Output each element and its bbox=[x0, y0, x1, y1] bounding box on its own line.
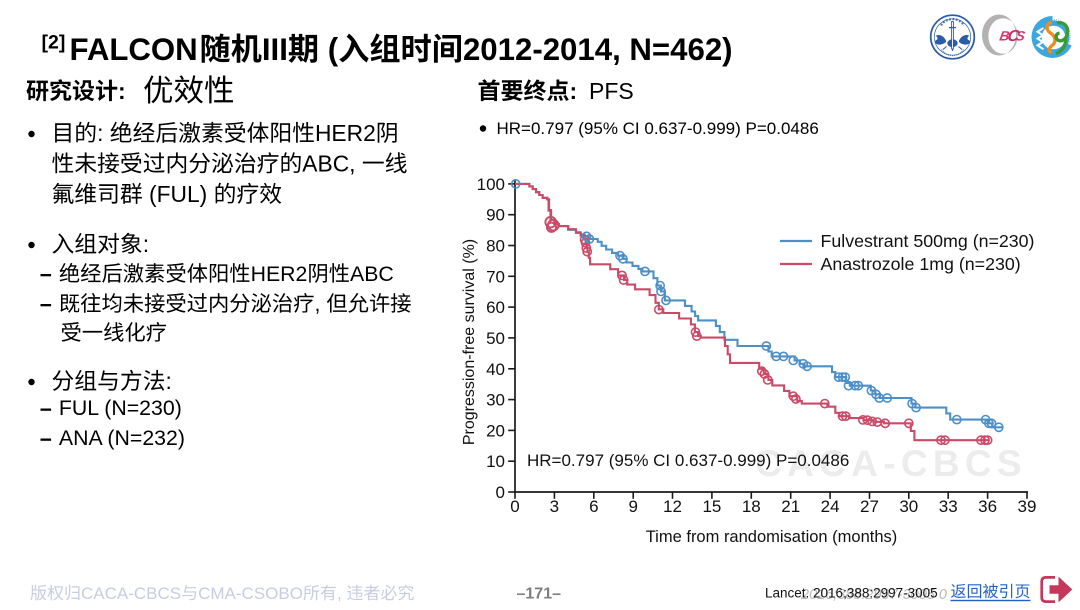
svg-text:,: , bbox=[337, 584, 346, 603]
svg-text:Time from randomisation (month: Time from randomisation (months) bbox=[646, 528, 898, 546]
svg-text:6: 6 bbox=[589, 497, 598, 516]
svg-text:FUL (N=230): FUL (N=230) bbox=[59, 396, 182, 420]
svg-text:2016;388:2997-3005 0: 2016;388:2997-3005 0 bbox=[800, 587, 947, 603]
svg-text:9: 9 bbox=[628, 497, 637, 516]
svg-text:CACA-CBCS: CACA-CBCS bbox=[755, 443, 1027, 484]
svg-text:(FUL): (FUL) bbox=[143, 181, 214, 207]
svg-text:ABC,: ABC, bbox=[302, 151, 362, 177]
svg-text:36: 36 bbox=[978, 497, 997, 516]
svg-text:10: 10 bbox=[486, 452, 505, 471]
svg-text:HER2: HER2 bbox=[251, 262, 308, 286]
svg-text:80: 80 bbox=[486, 237, 505, 256]
svg-text:24: 24 bbox=[821, 497, 840, 516]
svg-text:,: , bbox=[315, 292, 327, 316]
svg-text:33: 33 bbox=[939, 497, 958, 516]
svg-text:27: 27 bbox=[860, 497, 879, 516]
svg-text:60: 60 bbox=[486, 298, 505, 317]
svg-text:CMA-CSOBO: CMA-CSOBO bbox=[198, 584, 303, 603]
svg-text:30: 30 bbox=[486, 391, 505, 410]
svg-text:Progression-free survival (%): Progression-free survival (%) bbox=[461, 239, 478, 445]
svg-text:15: 15 bbox=[702, 497, 721, 516]
svg-text:HR=0.797 (95% CI 0.637-0.999): HR=0.797 (95% CI 0.637-0.999) P=0.0486 bbox=[497, 119, 819, 138]
svg-text:0: 0 bbox=[510, 497, 519, 516]
svg-text:50: 50 bbox=[486, 329, 505, 348]
svg-text:(: ( bbox=[319, 32, 339, 67]
svg-text:20: 20 bbox=[486, 421, 505, 440]
svg-text:HER2: HER2 bbox=[315, 120, 376, 146]
svg-text:18: 18 bbox=[742, 497, 761, 516]
svg-text:[2]: [2] bbox=[42, 32, 66, 54]
svg-text:2012-2014, N=462): 2012-2014, N=462) bbox=[463, 32, 733, 67]
svg-text::: : bbox=[143, 231, 149, 257]
svg-text:PFS: PFS bbox=[589, 78, 634, 104]
svg-text:B: B bbox=[998, 29, 1011, 44]
svg-text:40: 40 bbox=[486, 360, 505, 379]
svg-text:S: S bbox=[1015, 29, 1027, 44]
svg-text:III: III bbox=[262, 32, 288, 67]
svg-text:12: 12 bbox=[663, 497, 682, 516]
svg-text:CACA-CBCS: CACA-CBCS bbox=[81, 584, 181, 603]
svg-text::: : bbox=[97, 120, 110, 146]
svg-text::: : bbox=[118, 78, 126, 104]
svg-text:HR=0.797 (95% CI 0.637-0.999): HR=0.797 (95% CI 0.637-0.999) P=0.0486 bbox=[527, 451, 849, 470]
svg-text:3: 3 bbox=[550, 497, 559, 516]
svg-text:0: 0 bbox=[496, 483, 505, 502]
svg-text::: : bbox=[570, 78, 578, 104]
svg-text:C: C bbox=[1006, 27, 1021, 45]
svg-text:Anastrozole 1mg (n=230): Anastrozole 1mg (n=230) bbox=[821, 254, 1021, 274]
svg-text:100: 100 bbox=[477, 175, 505, 194]
svg-text:ABC: ABC bbox=[350, 262, 394, 286]
svg-text:FALCON: FALCON bbox=[70, 32, 198, 67]
svg-text:Lancet. 2016;388:2997-3005: Lancet. 2016;388:2997-3005 bbox=[765, 586, 938, 601]
svg-text:21: 21 bbox=[781, 497, 800, 516]
svg-text:Fulvestrant 500mg (n=230): Fulvestrant 500mg (n=230) bbox=[821, 231, 1035, 251]
svg-text:39: 39 bbox=[1018, 497, 1037, 516]
svg-text:–171–: –171– bbox=[517, 586, 562, 603]
svg-text:ANA (N=232): ANA (N=232) bbox=[59, 426, 185, 450]
svg-text:90: 90 bbox=[486, 206, 505, 225]
svg-text::: : bbox=[166, 368, 172, 394]
svg-text:30: 30 bbox=[899, 497, 918, 516]
svg-text:70: 70 bbox=[486, 267, 505, 286]
